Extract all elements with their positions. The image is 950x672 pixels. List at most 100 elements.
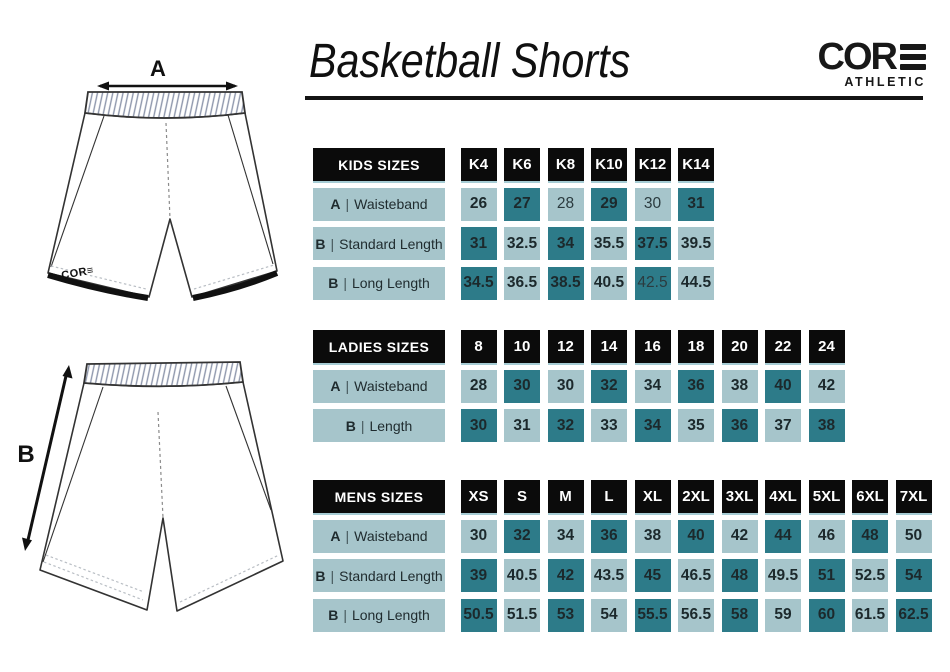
size-header: 2XL — [678, 480, 714, 513]
size-header: 20 — [721, 330, 758, 363]
logo-text: COR — [817, 36, 898, 78]
size-value: 37 — [765, 409, 801, 442]
size-value: 26 — [460, 187, 497, 221]
size-header: K12 — [634, 148, 671, 181]
size-value: 40.5 — [504, 559, 540, 592]
size-value: 54 — [591, 598, 627, 632]
size-header: 6XL — [852, 480, 888, 513]
size-value: 30 — [504, 369, 540, 403]
dimension-letter: A — [330, 378, 341, 394]
shorts-core-logo: COR≡ — [60, 264, 94, 282]
dimension-b-arrow — [22, 365, 73, 551]
size-value: 51.5 — [504, 598, 540, 632]
brand-logo: COR ATHLETIC — [776, 36, 926, 90]
dimension-letter: B — [328, 607, 339, 623]
size-value: 42.5 — [634, 266, 671, 300]
size-value: 61.5 — [852, 598, 888, 632]
size-value: 28 — [460, 369, 497, 403]
size-value: 40 — [678, 519, 714, 553]
row-label: B | Standard Length — [313, 559, 445, 592]
table-title: LADIES SIZES — [313, 330, 445, 363]
row-label: A | Waisteband — [313, 369, 445, 403]
size-value: 34 — [547, 519, 584, 553]
size-value: 48 — [721, 559, 758, 592]
size-value: 60 — [808, 598, 845, 632]
dimension-letter: B — [345, 417, 356, 434]
size-value: 40 — [765, 369, 801, 403]
size-value: 32.5 — [504, 227, 540, 260]
size-value: 55.5 — [634, 598, 671, 632]
size-value: 38 — [634, 519, 671, 553]
measurement-label: Waisteband — [354, 528, 428, 544]
dimension-a-label: A — [150, 56, 166, 81]
measurement-label: Long Length — [351, 275, 430, 291]
size-value: 43.5 — [591, 559, 627, 592]
size-value: 36 — [591, 519, 627, 553]
size-value: 36 — [721, 409, 758, 442]
size-header: 24 — [808, 330, 845, 363]
size-header: K10 — [591, 148, 627, 181]
size-value: 46.5 — [678, 559, 714, 592]
size-value: 56.5 — [678, 598, 714, 632]
size-header: 18 — [678, 330, 714, 363]
size-value: 50.5 — [460, 598, 497, 632]
size-value: 31 — [504, 409, 540, 442]
size-value: 53 — [547, 598, 584, 632]
label-pipe: | — [343, 275, 347, 291]
label-pipe: | — [330, 567, 335, 584]
dimension-letter: B — [315, 567, 326, 584]
dimension-letter: B — [328, 275, 339, 291]
size-header: XL — [634, 480, 671, 513]
size-header: 10 — [504, 330, 540, 363]
size-value: 35 — [678, 409, 714, 442]
shorts-back-diagram: B — [17, 361, 284, 612]
size-value: 28 — [547, 187, 584, 221]
row-label: B | Standard Length — [313, 227, 445, 260]
shorts-front-diagram: A COR≡ — [47, 56, 279, 301]
size-value: 44.5 — [678, 266, 714, 300]
table-title: KIDS SIZES — [313, 148, 445, 181]
size-header: K8 — [547, 148, 584, 181]
size-table-mens: MENS SIZES XS S M L XL 2XL 3XL 4XL 5XL 6XL 7XL A | Wai… — [313, 480, 932, 632]
size-value: 34 — [547, 227, 584, 260]
size-value: 32 — [547, 409, 584, 442]
logo-wordmark: COR — [776, 36, 926, 78]
dimension-letter: A — [330, 196, 341, 212]
size-header: 7XL — [895, 480, 932, 513]
size-header: 3XL — [721, 480, 758, 513]
measurement-label: Long Length — [351, 607, 430, 623]
size-value: 32 — [504, 519, 540, 553]
size-value: 52.5 — [852, 559, 888, 592]
size-value: 49.5 — [765, 559, 801, 592]
measurement-label: Length — [369, 417, 413, 434]
label-pipe: | — [330, 235, 335, 252]
size-value: 36.5 — [504, 266, 540, 300]
size-value: 39 — [460, 559, 497, 592]
size-value: 38 — [808, 409, 845, 442]
logo-subtext: ATHLETIC — [844, 75, 926, 90]
size-header: 14 — [591, 330, 627, 363]
size-value: 42 — [547, 559, 584, 592]
page-title: Basketball Shorts — [309, 35, 631, 88]
dimension-b-label: B — [17, 441, 34, 468]
size-value: 54 — [895, 559, 932, 592]
size-header: 12 — [547, 330, 584, 363]
size-value: 29 — [591, 187, 627, 221]
label-pipe: | — [360, 417, 365, 434]
label-pipe: | — [343, 607, 347, 623]
size-value: 44 — [765, 519, 801, 553]
row-label: B | Long Length — [313, 266, 445, 300]
size-value: 34.5 — [460, 266, 497, 300]
size-value: 31 — [460, 227, 497, 260]
size-value: 33 — [591, 409, 627, 442]
size-value: 38 — [721, 369, 758, 403]
row-label: B | Length — [313, 409, 445, 442]
size-value: 58 — [721, 598, 758, 632]
size-value: 62.5 — [895, 598, 932, 632]
row-label: A | Waisteband — [313, 519, 445, 553]
size-header: K14 — [678, 148, 714, 181]
size-table-kids: KIDS SIZES K4 K6 K8 K10 K12 K14 A | Waisteband 26 2… — [313, 148, 714, 300]
dimension-a-arrow — [97, 81, 238, 91]
size-value: 40.5 — [591, 266, 627, 300]
